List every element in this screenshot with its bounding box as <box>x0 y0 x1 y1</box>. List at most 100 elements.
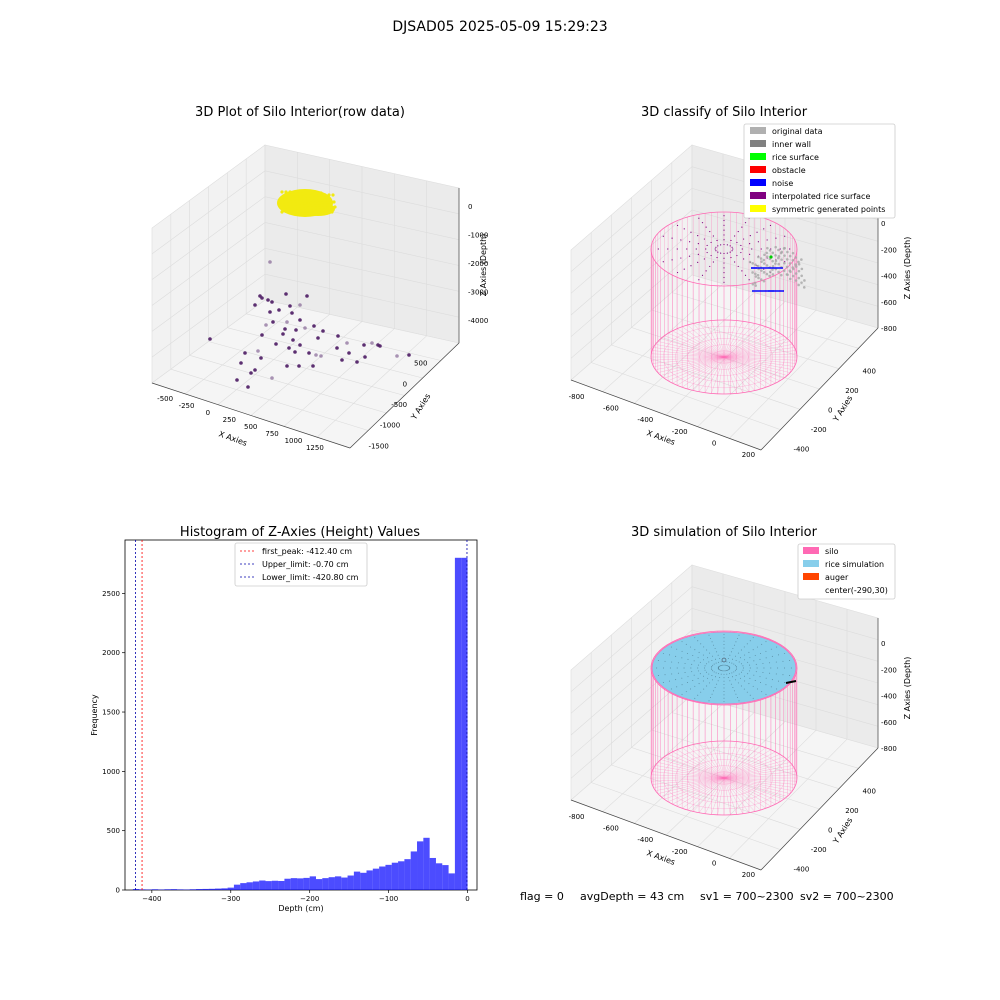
rice-mesh-point <box>710 638 711 639</box>
histogram-bar <box>417 841 424 890</box>
interpolated-surface-point <box>736 241 738 244</box>
classify-y-tick-label: -200 <box>811 426 827 434</box>
histogram-bar <box>385 864 392 890</box>
classify-legend-swatch <box>750 140 766 147</box>
classify-legend-swatch <box>750 179 766 186</box>
classify-legend-swatch <box>750 127 766 134</box>
interpolated-surface-point <box>698 279 700 281</box>
rice-mesh-point <box>744 659 745 661</box>
rice-mesh-point <box>669 654 670 656</box>
rice-simulation-surface <box>651 631 797 705</box>
rice-mesh-point <box>752 697 754 699</box>
rice-mesh-point <box>698 683 700 685</box>
rice-mesh-point <box>713 663 715 665</box>
histogram-frame <box>124 539 478 891</box>
rice-mesh-point <box>676 667 678 669</box>
raw-surface-point <box>320 196 324 200</box>
noise-point <box>758 290 760 292</box>
raw-x-tick-label: 0 <box>206 409 210 417</box>
inner-wall-point <box>771 273 775 276</box>
inner-wall-point <box>794 272 798 275</box>
classify-y-axis-label: Y Axies <box>831 394 855 424</box>
rice-mesh-point <box>723 697 725 699</box>
classify-legend-swatch <box>750 153 766 160</box>
rice-mesh-point <box>706 671 707 673</box>
rice-mesh-point <box>729 654 731 656</box>
interpolated-surface-point <box>698 217 700 219</box>
raw-data-point <box>249 371 253 375</box>
raw-surface-point <box>301 199 305 203</box>
rice-mesh-point <box>723 654 725 656</box>
rice-mesh-point <box>700 643 702 645</box>
rice-mesh-point <box>712 679 714 681</box>
raw-surface-point <box>307 211 311 215</box>
inner-wall-point <box>800 274 803 278</box>
interpolated-surface-point <box>676 248 678 250</box>
rice-mesh-point <box>761 643 763 645</box>
rice-mesh-point <box>675 679 677 681</box>
rice-mesh-point <box>684 663 686 665</box>
rice-mesh-point <box>704 669 706 671</box>
inner-wall-point <box>774 245 777 249</box>
histogram-bar <box>233 884 241 890</box>
rice-mesh-point <box>691 671 693 673</box>
raw-surface-point <box>310 206 314 210</box>
simulation-z-tick-label: -600 <box>881 719 897 727</box>
rice-mesh-point <box>723 644 725 646</box>
rice-mesh-point <box>714 687 716 688</box>
simulation-legend-swatch <box>803 547 819 554</box>
rice-mesh-point <box>723 647 725 649</box>
histogram-bar <box>164 889 171 890</box>
interpolated-surface-point <box>723 252 725 255</box>
rice-mesh-point <box>741 663 742 665</box>
rice-mesh-point <box>703 659 704 661</box>
rice-mesh-point <box>703 675 704 677</box>
raw-surface-point <box>309 201 313 205</box>
rice-mesh-point <box>700 691 702 693</box>
rice-mesh-point <box>765 650 767 652</box>
rice-mesh-point <box>697 664 699 666</box>
rice-mesh-point <box>727 677 729 678</box>
raw-surface-point <box>283 205 287 209</box>
rice-mesh-point <box>729 673 730 675</box>
rice-mesh-point <box>670 646 672 648</box>
simulation-silo-floor-ring <box>675 753 773 803</box>
interpolated-surface-point <box>712 261 714 263</box>
noise-point <box>771 267 773 269</box>
rice-mesh-point <box>734 670 736 672</box>
raw-surface-point <box>304 194 308 198</box>
raw-surface-point <box>290 202 294 206</box>
inner-wall-point <box>751 271 754 274</box>
raw-z-tick-label: -4000 <box>468 317 488 325</box>
raw-data-point <box>311 364 315 368</box>
interpolated-surface-point <box>784 235 786 237</box>
raw-surface-point <box>294 202 298 206</box>
raw-y-axis-label: Y Axies <box>409 392 433 422</box>
raw-data-point <box>298 343 302 347</box>
interpolated-surface-point <box>779 248 781 250</box>
rice-mesh-point <box>790 667 792 669</box>
raw-data-point <box>277 308 281 312</box>
simulation-x-axis-line <box>570 799 762 871</box>
classify-x-axis-line <box>570 379 762 451</box>
rice-mesh-point <box>670 688 672 690</box>
classify-y-tick-label: 0 <box>828 407 832 415</box>
rice-mesh-point <box>708 673 710 675</box>
raw-surface-point <box>287 207 291 211</box>
classify-legend-label: obstacle <box>772 166 806 175</box>
classify-z-tick-label: -200 <box>881 246 897 254</box>
rice-mesh-point <box>771 679 773 681</box>
simulation-y-tick-label: 400 <box>863 788 876 796</box>
histogram-bar <box>454 557 462 890</box>
classify-silo-floor-ring <box>662 325 786 389</box>
noise-point <box>761 267 763 269</box>
rice-mesh-point <box>789 675 791 676</box>
noise-point <box>757 267 759 269</box>
rice-mesh-point <box>706 685 708 687</box>
inner-wall-point <box>792 267 795 271</box>
interpolated-surface-point <box>744 222 747 224</box>
rice-mesh-point <box>698 651 700 653</box>
rice-mesh-point <box>726 670 727 672</box>
inner-wall-point <box>797 276 801 280</box>
raw-surface-point <box>292 192 296 196</box>
